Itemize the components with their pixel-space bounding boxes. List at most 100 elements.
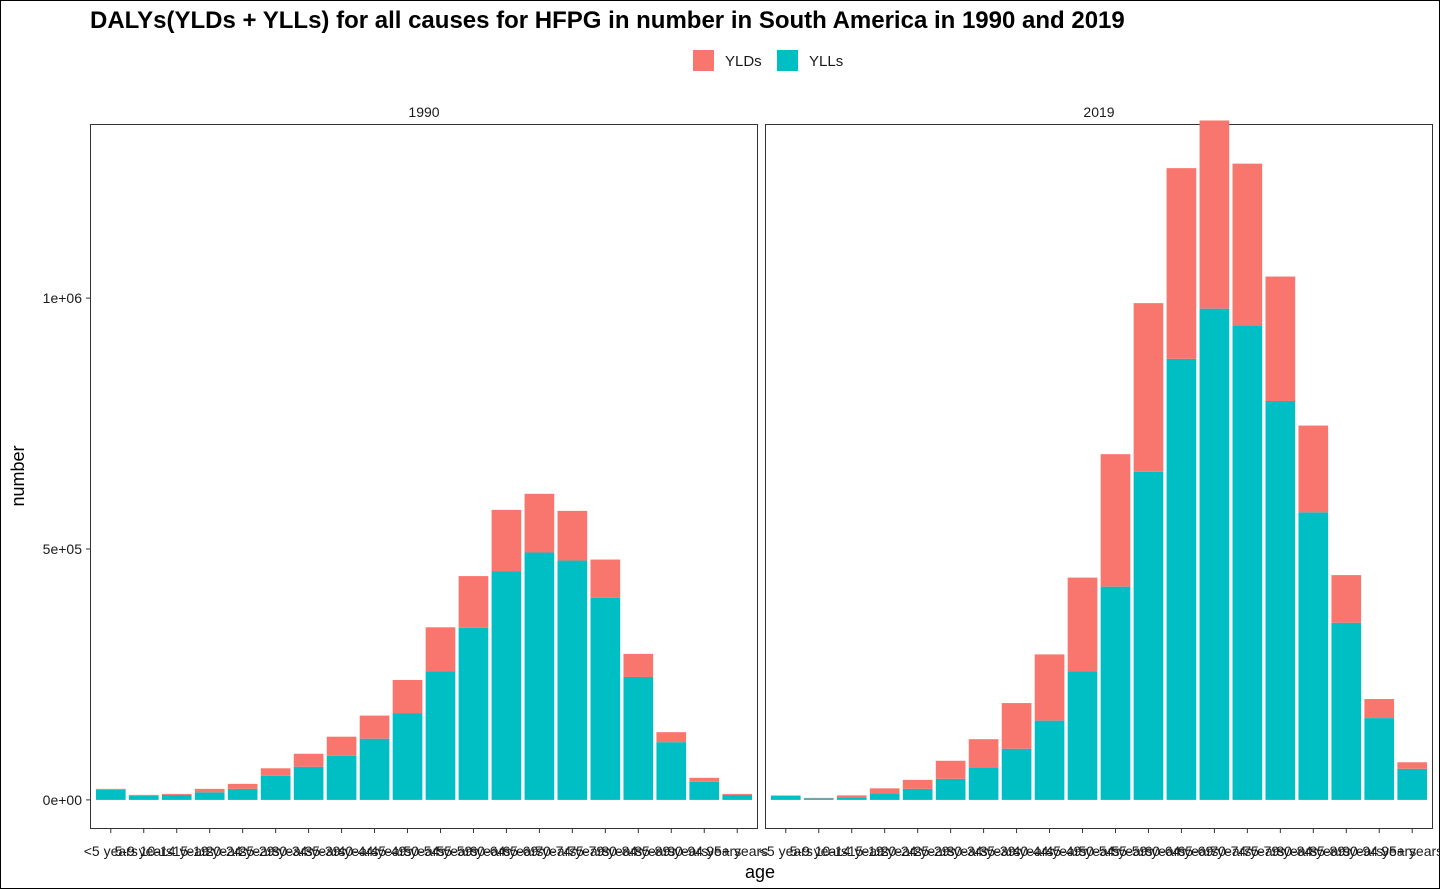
bar-1990-ylls-6: [293, 766, 324, 800]
legend-label-ylds: YLDs: [725, 53, 762, 70]
bar-1990-ylds-15: [590, 559, 621, 598]
bar-2019-ylds-14: [1232, 163, 1263, 326]
bar-2019-ylds-12: [1166, 168, 1197, 359]
bar-2019-ylls-1: [803, 798, 834, 800]
bar-2019-ylds-5: [935, 760, 966, 779]
bar-1990-ylls-3: [194, 792, 225, 800]
bar-2019-ylls-2: [836, 797, 867, 800]
bar-1990-ylls-9: [392, 713, 423, 800]
bar-1990-ylls-18: [689, 781, 720, 800]
bar-1990-ylds-12: [491, 509, 522, 572]
bar-2019-ylds-0: [770, 795, 801, 796]
bar-1990-ylds-11: [458, 576, 489, 628]
x-tick-label-2019-16: 80-84 years: [1276, 843, 1350, 859]
x-tick-label-2019-0: <5 years: [759, 843, 813, 859]
bar-2019-ylds-8: [1034, 654, 1065, 721]
bar-2019-ylls-5: [935, 778, 966, 800]
y-axis-title: number: [8, 445, 28, 506]
legend-swatch-ylds: [693, 50, 714, 71]
bar-2019-ylds-9: [1067, 577, 1098, 672]
x-axis-title: age: [745, 862, 775, 882]
x-tick-label-2019-15: 75-79 years: [1243, 843, 1317, 859]
x-tick-label-2019-1: 5-9 years: [790, 843, 848, 859]
x-tick-label-2019-9: 45-49 years: [1046, 843, 1120, 859]
bar-1990-ylls-13: [524, 552, 555, 800]
bar-1990-ylds-4: [227, 783, 258, 789]
bar-1990-ylls-8: [359, 738, 390, 800]
bar-1990-ylds-5: [260, 768, 291, 776]
bar-2019-ylls-11: [1133, 471, 1164, 800]
bar-1990-ylds-18: [689, 777, 720, 782]
bar-1990-ylls-12: [491, 571, 522, 800]
bar-2019-ylds-19: [1397, 762, 1428, 769]
bar-2019-ylds-2: [836, 795, 867, 798]
x-tick-label-1990-8: 40-44 years: [338, 843, 412, 859]
x-tick-label-1990-7: 35-39 years: [305, 843, 379, 859]
bar-2019-ylds-7: [1001, 703, 1032, 749]
x-tick-label-2019-17: 85-89 years: [1309, 843, 1383, 859]
x-tick-label-1990-12: 60-64 years: [469, 843, 543, 859]
bar-1990-ylls-7: [326, 755, 357, 800]
x-tick-label-2019-13: 65-69 years: [1177, 843, 1251, 859]
bar-1990-ylls-0: [95, 789, 126, 800]
x-tick-label-1990-10: 50-54 years: [404, 843, 478, 859]
bar-2019-ylls-14: [1232, 325, 1263, 800]
bar-1990-ylls-17: [656, 742, 687, 800]
bar-1990-ylls-5: [260, 775, 291, 800]
bar-2019-ylds-11: [1133, 303, 1164, 472]
facet-label-2019: 2019: [1083, 104, 1114, 120]
bar-2019-ylds-10: [1100, 454, 1131, 587]
x-tick-label-1990-3: 15-19 years: [173, 843, 247, 859]
x-tick-label-1990-15: 75-79 years: [568, 843, 642, 859]
x-tick-label-2019-7: 35-39 years: [980, 843, 1054, 859]
x-tick-label-2019-4: 20-24 years: [881, 843, 955, 859]
bar-2019-ylds-1: [803, 797, 834, 799]
bar-2019-ylls-16: [1298, 512, 1329, 800]
bar-1990-ylds-0: [95, 788, 126, 790]
panel-2019-border: [765, 124, 1433, 829]
bar-1990-ylds-17: [656, 732, 687, 743]
bar-2019-ylls-10: [1100, 586, 1131, 800]
bar-2019-ylls-17: [1331, 622, 1362, 800]
bar-2019-ylds-4: [902, 779, 933, 789]
x-tick-label-1990-1: 5-9 years: [115, 843, 173, 859]
bar-1990-ylds-13: [524, 493, 555, 553]
bar-1990-ylls-11: [458, 627, 489, 800]
y-tick-label-0: 0e+00: [43, 792, 83, 808]
bar-2019-ylds-16: [1298, 425, 1329, 513]
bar-1990-ylls-14: [557, 560, 588, 800]
legend-swatch-ylls: [777, 50, 798, 71]
facet-label-1990: 1990: [408, 104, 439, 120]
x-tick-label-1990-18: 90-94 years: [667, 843, 741, 859]
bar-2019-ylls-19: [1397, 768, 1428, 800]
bar-2019-ylds-6: [968, 739, 999, 768]
x-tick-label-1990-11: 55-59 years: [436, 843, 510, 859]
x-tick-label-2019-18: 90-94 years: [1342, 843, 1416, 859]
x-tick-label-1990-16: 80-84 years: [601, 843, 675, 859]
bar-1990-ylds-2: [161, 793, 192, 795]
x-tick-label-1990-17: 85-89 years: [634, 843, 708, 859]
bar-2019-ylls-12: [1166, 358, 1197, 800]
x-tick-label-2019-19: 95+ years: [1381, 843, 1440, 859]
x-tick-label-1990-14: 70-74 years: [535, 843, 609, 859]
bar-1990-ylds-16: [623, 653, 654, 677]
bar-1990-ylds-8: [359, 715, 390, 739]
y-tick-label-1: 5e+05: [43, 541, 83, 557]
x-tick-label-1990-2: 10-14 years: [140, 843, 214, 859]
x-tick-label-2019-8: 40-44 years: [1013, 843, 1087, 859]
bar-2019-ylds-15: [1265, 276, 1296, 401]
x-tick-label-2019-6: 30-34 years: [947, 843, 1021, 859]
y-tick-label-2: 1e+06: [43, 290, 83, 306]
bar-1990-ylds-14: [557, 510, 588, 561]
bar-2019-ylls-18: [1364, 718, 1395, 800]
x-tick-label-1990-9: 45-49 years: [371, 843, 445, 859]
x-tick-label-1990-4: 20-24 years: [206, 843, 280, 859]
legend-label-ylls: YLLs: [809, 53, 843, 70]
bar-1990-ylls-4: [227, 788, 258, 800]
bar-1990-ylds-3: [194, 788, 225, 793]
bar-2019-ylls-6: [968, 767, 999, 800]
bar-2019-ylls-15: [1265, 400, 1296, 800]
bar-1990-ylds-19: [722, 793, 753, 795]
